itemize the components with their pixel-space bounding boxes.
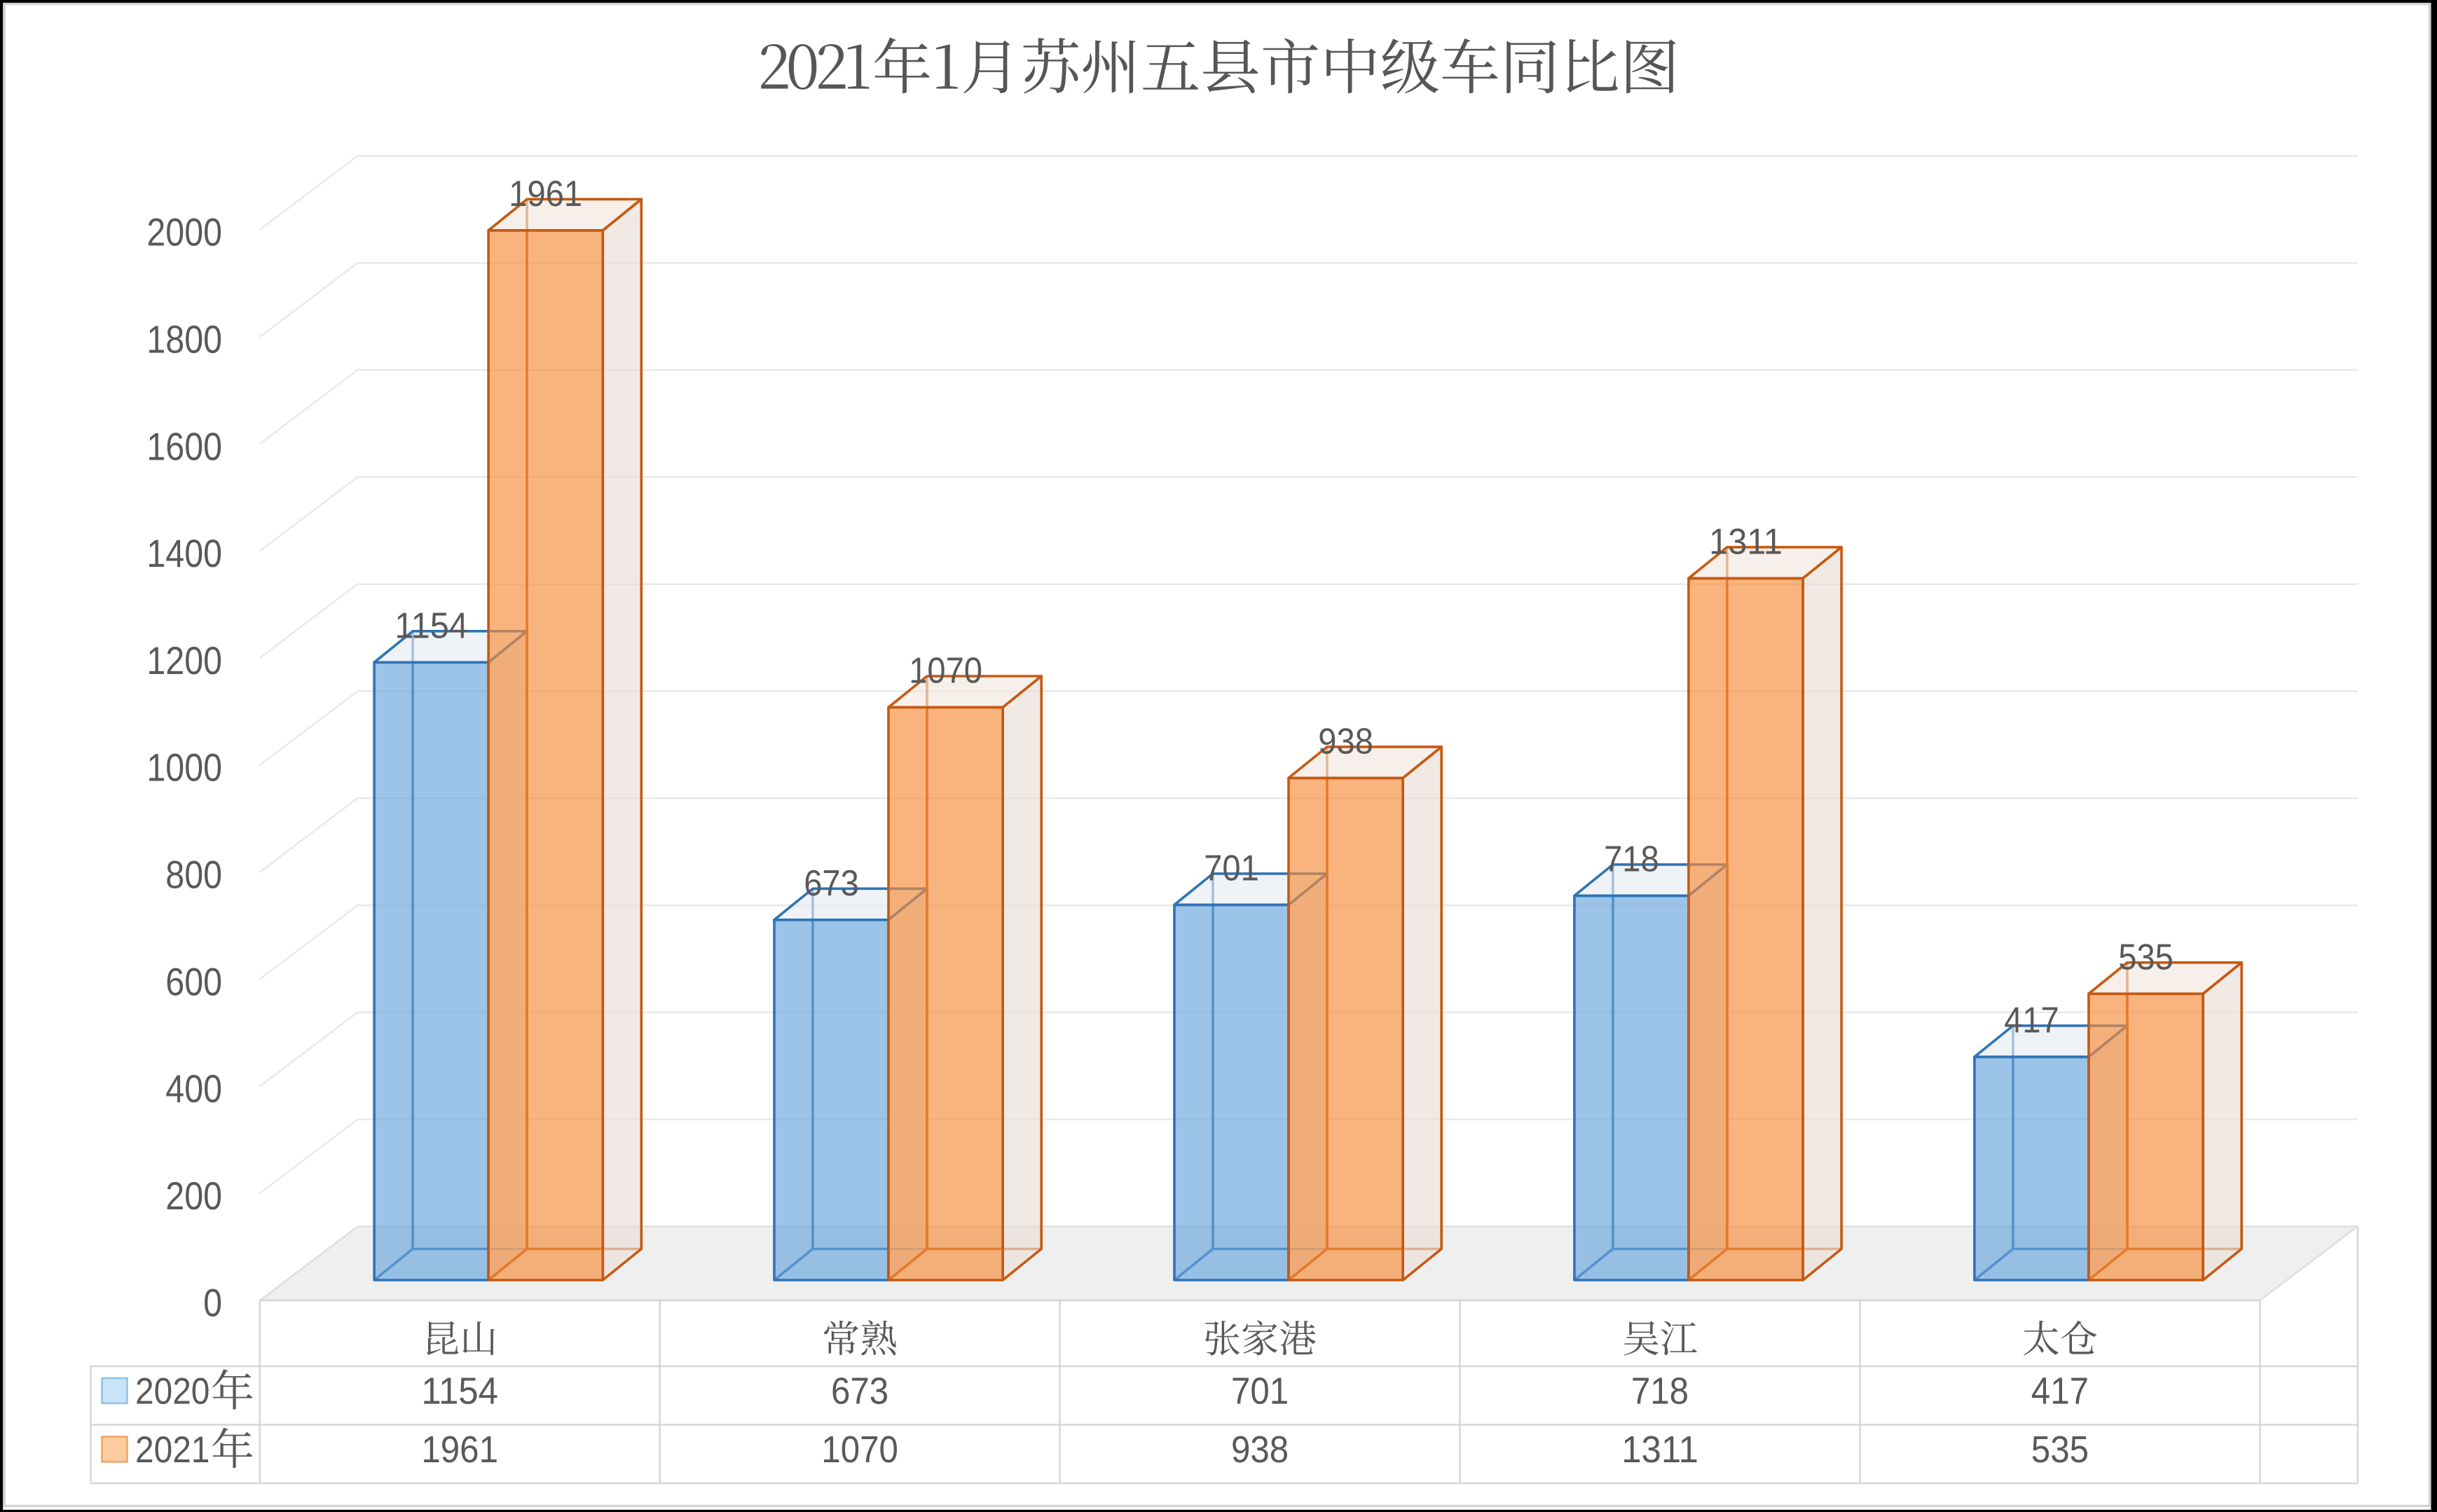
svg-text:1311: 1311	[1709, 521, 1783, 562]
svg-text:535: 535	[2118, 937, 2174, 977]
svg-text:1154: 1154	[394, 605, 468, 646]
svg-text:600: 600	[165, 960, 222, 1003]
svg-text:1311: 1311	[1621, 1429, 1698, 1471]
svg-text:0: 0	[203, 1281, 222, 1325]
svg-text:200: 200	[165, 1174, 222, 1218]
svg-text:701: 701	[1204, 848, 1259, 888]
svg-text:1154: 1154	[421, 1370, 498, 1413]
svg-text:718: 718	[1604, 839, 1659, 879]
svg-text:1400: 1400	[146, 532, 222, 575]
svg-text:938: 938	[1318, 721, 1373, 762]
svg-text:673: 673	[804, 863, 859, 904]
svg-text:417: 417	[2031, 1370, 2089, 1413]
svg-text:1600: 1600	[146, 425, 222, 468]
svg-text:673: 673	[831, 1370, 888, 1413]
svg-text:535: 535	[2031, 1429, 2089, 1471]
svg-text:938: 938	[1231, 1429, 1289, 1471]
svg-text:2020: 2020	[135, 1371, 210, 1413]
svg-text:1200: 1200	[146, 639, 222, 682]
svg-text:2021: 2021	[135, 1429, 210, 1471]
svg-text:701: 701	[1231, 1370, 1289, 1413]
svg-text:718: 718	[1631, 1370, 1689, 1413]
svg-text:1961: 1961	[421, 1429, 498, 1471]
svg-text:1070: 1070	[821, 1429, 898, 1471]
svg-text:1800: 1800	[146, 318, 222, 362]
svg-text:417: 417	[2004, 1000, 2059, 1040]
svg-text:1070: 1070	[909, 651, 982, 692]
svg-text:400: 400	[165, 1067, 222, 1111]
svg-text:1961: 1961	[509, 174, 582, 214]
svg-text:1000: 1000	[146, 746, 222, 790]
svg-text:800: 800	[165, 853, 222, 897]
svg-text:2000: 2000	[146, 211, 222, 254]
